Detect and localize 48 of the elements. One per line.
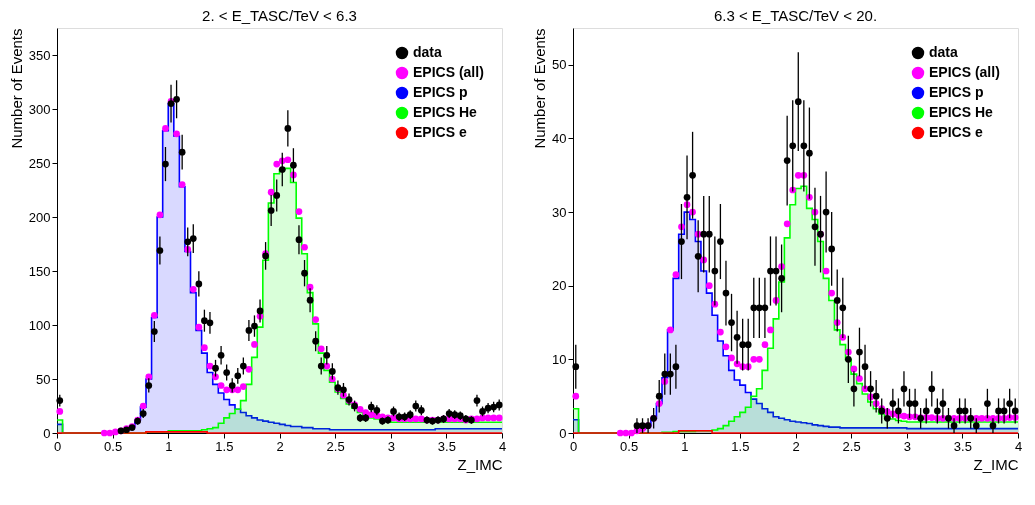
x-tick-label: 1.5: [215, 438, 234, 454]
y-tick-label: 0: [43, 425, 51, 441]
y-tick-label: 0: [559, 425, 567, 441]
y-tick-label: 350: [28, 47, 51, 63]
x-tick-label: 1: [681, 438, 689, 454]
y-axis-title: Number of Events: [531, 28, 549, 149]
legend-label: EPICS p: [929, 84, 984, 100]
y-tick-label: 50: [36, 371, 51, 387]
y-tick-label: 300: [28, 101, 51, 117]
y-tick-label: 250: [28, 155, 51, 171]
chart-title: 6.3 < E_TASC/TeV < 20.: [713, 7, 878, 24]
legend-label: EPICS e: [413, 124, 467, 140]
legend-label: EPICS (all): [929, 64, 1000, 80]
y-axis-title: Number of Events: [7, 28, 25, 149]
legend-label: data: [929, 44, 958, 60]
x-tick-label: 3.5: [437, 438, 456, 454]
chart-title: 2. < E_TASC/TeV < 6.3: [202, 7, 357, 24]
legend-label: EPICS He: [413, 104, 478, 120]
y-tick-label: 40: [552, 130, 567, 146]
y-tick-label: 100: [28, 317, 51, 333]
x-tick-label: 3: [903, 438, 911, 454]
x-tick-label: 0: [569, 438, 578, 454]
legend-label: EPICS He: [929, 104, 994, 120]
x-axis-title: Z_IMC: [457, 455, 503, 473]
x-tick-label: 0.5: [620, 438, 639, 454]
x-tick-label: 2: [792, 438, 800, 454]
legend-label: EPICS e: [929, 124, 983, 140]
y-tick-label: 50: [552, 57, 567, 73]
x-tick-label: 4: [1014, 438, 1023, 454]
x-tick-label: 1.5: [731, 438, 750, 454]
y-tick-label: 150: [28, 263, 51, 279]
x-axis-title: Z_IMC: [973, 455, 1019, 473]
legend-label: data: [413, 44, 442, 60]
x-tick-label: 0: [53, 438, 62, 454]
x-tick-label: 1: [165, 438, 173, 454]
x-tick-label: 0.5: [104, 438, 123, 454]
x-tick-label: 2: [276, 438, 284, 454]
x-tick-label: 2.5: [326, 438, 345, 454]
legend-label: EPICS (all): [413, 64, 484, 80]
y-tick-label: 10: [552, 351, 567, 367]
x-tick-label: 4: [498, 438, 507, 454]
x-tick-label: 3.5: [953, 438, 972, 454]
y-tick-label: 200: [28, 209, 51, 225]
legend-label: EPICS p: [413, 84, 468, 100]
x-tick-label: 2.5: [842, 438, 861, 454]
y-tick-label: 30: [552, 204, 567, 220]
x-tick-label: 3: [387, 438, 395, 454]
y-tick-label: 20: [552, 278, 567, 294]
